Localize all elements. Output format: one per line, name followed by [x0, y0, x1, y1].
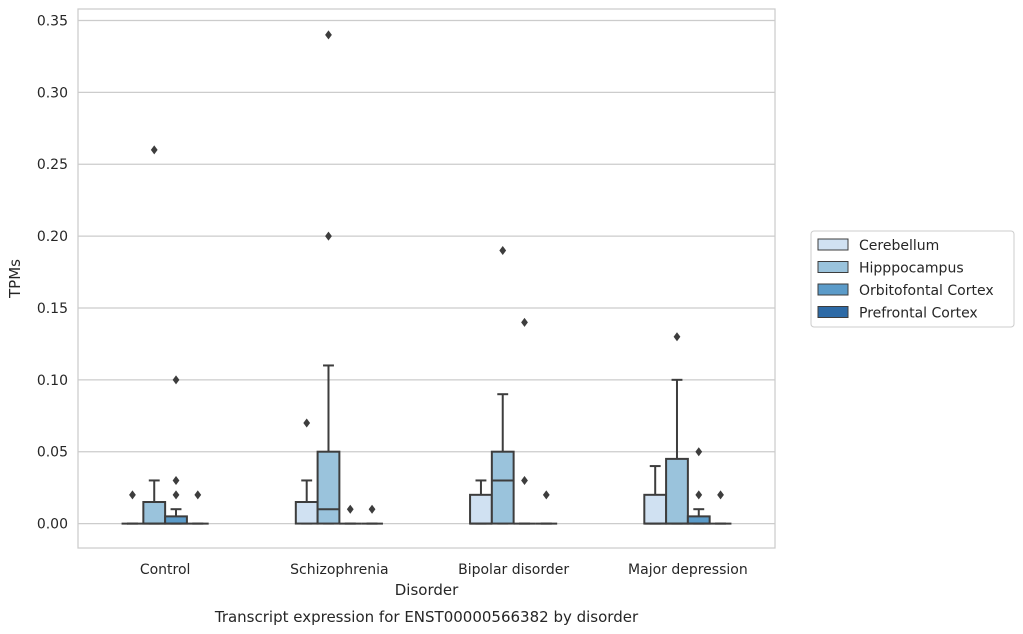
outlier-point: [695, 447, 703, 457]
outlier-point: [521, 475, 528, 485]
outlier-point: [172, 490, 180, 500]
outlier-point: [303, 418, 311, 428]
box-prefrontal-cortex: [361, 504, 383, 525]
legend-label: Orbitofontal Cortex: [859, 283, 994, 299]
box-body: [643, 493, 668, 525]
outlier-point: [673, 332, 681, 342]
legend-label: Cerebellum: [859, 238, 939, 254]
y-tick-label: 0.15: [37, 301, 68, 317]
x-axis-label: Disorder: [395, 581, 459, 599]
outlier-point: [695, 490, 703, 500]
y-tick-label: 0.00: [37, 517, 68, 533]
y-tick-labels: 0.00 0.05 0.10 0.15 0.20 0.25 0.30 0.35: [37, 13, 68, 532]
box-hipppocampus: [665, 332, 689, 525]
y-tick-label: 0.20: [37, 229, 68, 245]
outlier-point: [129, 490, 136, 500]
outlier-point: [368, 504, 376, 514]
legend-swatch: [817, 261, 849, 273]
box-body: [490, 450, 515, 525]
legend-swatch: [817, 306, 849, 318]
x-tick-label: Control: [140, 562, 191, 578]
box-prefrontal-cortex: [709, 490, 732, 525]
outlier-point: [542, 490, 550, 500]
grid-lines: [78, 19, 775, 525]
legend-swatch: [817, 238, 849, 251]
legend-swatch: [817, 283, 849, 296]
y-tick-label: 0.35: [37, 13, 68, 29]
box-body: [294, 501, 319, 525]
chart-title: Transcript expression for ENST0000056638…: [214, 608, 639, 626]
box-body: [164, 515, 188, 525]
box-body: [686, 515, 711, 525]
box-hipppocampus: [316, 30, 341, 525]
y-tick-label: 0.05: [37, 445, 68, 461]
box-cerebellum: [643, 465, 668, 525]
box-plot-series: [121, 30, 732, 525]
x-tick-label: Bipolar disorder: [458, 562, 569, 578]
box-cerebellum: [469, 479, 493, 525]
plot-frame: [77, 8, 776, 549]
outlier-point: [150, 145, 158, 155]
outlier-point: [172, 475, 180, 485]
box-body: [665, 457, 689, 525]
outlier-point: [717, 490, 724, 500]
outlier-point: [325, 30, 332, 40]
box-hipppocampus: [142, 145, 167, 525]
legend-label: Hipppocampus: [859, 261, 964, 277]
box-body: [142, 501, 167, 525]
outlier-point: [521, 317, 528, 327]
box-orbitofontal-cortex: [339, 504, 362, 525]
box-prefrontal-cortex: [186, 490, 209, 525]
x-tick-label: Schizophrenia: [290, 562, 388, 578]
outlier-point: [172, 375, 180, 385]
y-tick-label: 0.10: [37, 373, 68, 389]
box-body: [316, 450, 341, 525]
legend: Cerebellum Hipppocampus Orbitofontal Corte…: [810, 230, 1015, 328]
legend-frame: [810, 230, 1015, 328]
box-prefrontal-cortex: [535, 490, 558, 525]
box-orbitofontal-cortex: [686, 447, 711, 525]
y-tick-label: 0.30: [37, 85, 68, 101]
y-tick-label: 0.25: [37, 157, 68, 173]
outlier-point: [499, 245, 507, 255]
outlier-point: [325, 231, 332, 241]
box-body: [469, 493, 493, 525]
outlier-point: [346, 504, 354, 514]
legend-label: Prefrontal Cortex: [859, 306, 978, 322]
box-cerebellum: [294, 418, 319, 525]
y-axis-label: TPMs: [6, 259, 24, 299]
box-cerebellum: [121, 490, 144, 525]
outlier-point: [194, 490, 202, 500]
box-orbitofontal-cortex: [513, 317, 536, 525]
x-tick-label: Major depression: [628, 562, 748, 578]
x-tick-labels: Control Schizophrenia Bipolar disorder Majo…: [140, 562, 748, 578]
box-orbitofontal-cortex: [164, 375, 188, 525]
box-hipppocampus: [490, 245, 515, 525]
